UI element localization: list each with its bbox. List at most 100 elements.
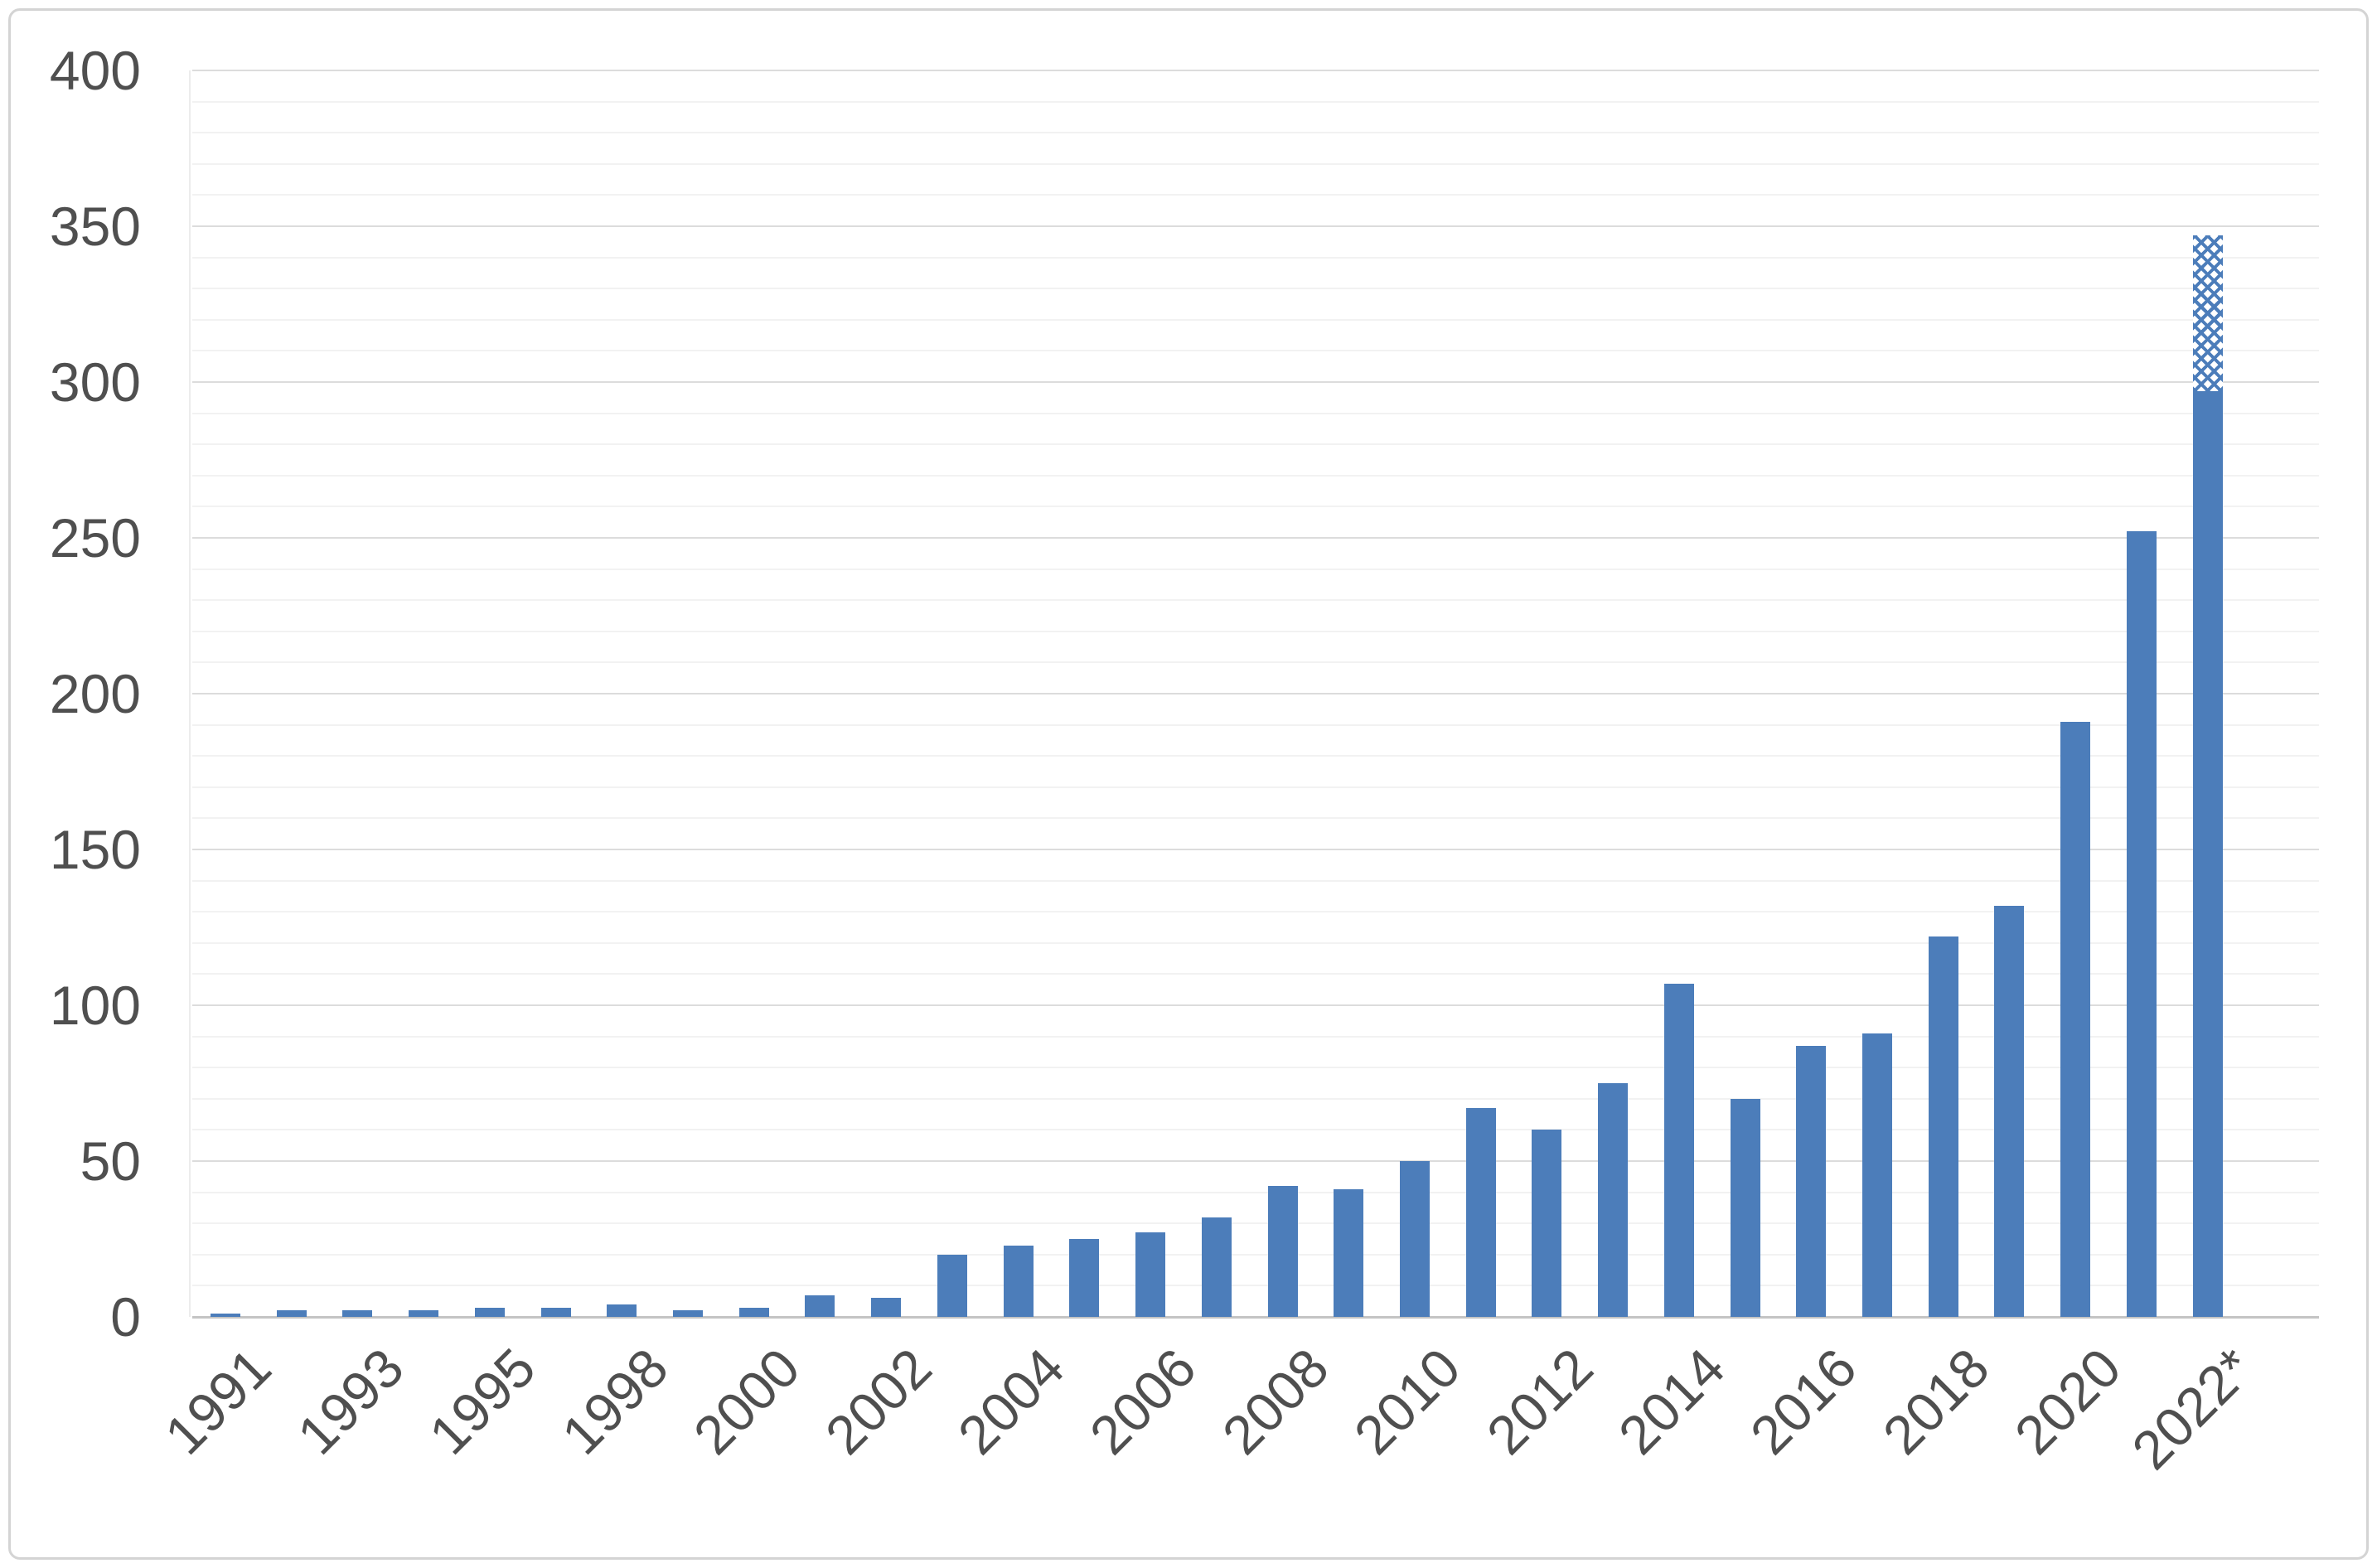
gridline-240: [192, 568, 2319, 570]
x-axis-tick-label-1993: 1993: [285, 1336, 415, 1466]
y-axis-line: [189, 70, 191, 1317]
gridline-130: [192, 911, 2319, 913]
bar-2000: [738, 1307, 769, 1317]
x-axis-tick-label-2016: 2016: [1739, 1336, 1869, 1466]
bar-2016: [1796, 1045, 1827, 1317]
gridline-220: [192, 630, 2319, 632]
bar-1994: [409, 1310, 439, 1317]
bar-2003: [937, 1254, 967, 1317]
bar-2008: [1267, 1186, 1298, 1317]
gridline-300: [192, 381, 2319, 383]
gridline-40: [192, 1191, 2319, 1193]
bar-2019: [1994, 905, 2025, 1317]
x-axis-tick-label-2022: 2022*: [2120, 1336, 2265, 1481]
bar-2002: [871, 1298, 902, 1317]
bar-2009: [1334, 1188, 1364, 1317]
gridline-390: [192, 100, 2319, 103]
x-axis-tick-label-1995: 1995: [417, 1336, 547, 1466]
x-axis-tick-label-2008: 2008: [1210, 1336, 1340, 1466]
gridline-290: [192, 412, 2319, 414]
x-axis-tick-label-1991: 1991: [152, 1336, 283, 1466]
bar-2020: [2060, 721, 2091, 1317]
gridline-260: [192, 506, 2319, 508]
gridline-200: [192, 693, 2319, 694]
gridline-120: [192, 941, 2319, 944]
y-axis-tick-label: 50: [80, 1130, 141, 1192]
x-axis-tick-label-2018: 2018: [1871, 1336, 2001, 1466]
gridline-340: [192, 256, 2319, 259]
x-axis-tick-label-2004: 2004: [946, 1336, 1076, 1466]
bar-2005: [1069, 1239, 1100, 1317]
gridline-150: [192, 849, 2319, 850]
x-axis-tick-label-2012: 2012: [1474, 1336, 1605, 1466]
x-axis-baseline: [192, 1316, 2319, 1319]
x-axis-tick-label-1998: 1998: [549, 1336, 680, 1466]
gridline-80: [192, 1067, 2319, 1069]
x-axis-tick-label-2014: 2014: [1606, 1336, 1736, 1466]
bar-2017: [1862, 1033, 1892, 1317]
bar-1995: [474, 1307, 505, 1317]
gridline-330: [192, 288, 2319, 290]
gridline-370: [192, 162, 2319, 165]
bar-1991: [211, 1314, 240, 1317]
gridline-360: [192, 194, 2319, 196]
gridline-70: [192, 1097, 2319, 1100]
gridline-20: [192, 1253, 2319, 1256]
gridline-380: [192, 132, 2319, 134]
gridline-320: [192, 318, 2319, 321]
bar-2015: [1730, 1098, 1760, 1317]
y-axis-tick-label: 250: [49, 507, 141, 569]
gridline-250: [192, 537, 2319, 539]
bar-2018: [1928, 936, 1958, 1317]
gridline-50: [192, 1160, 2319, 1162]
x-axis-tick-label-2020: 2020: [2002, 1336, 2133, 1466]
gridline-170: [192, 786, 2319, 788]
y-axis-tick-label: 100: [49, 975, 141, 1036]
bar-2006: [1135, 1232, 1166, 1317]
y-axis-tick-label: 300: [49, 351, 141, 413]
gridline-100: [192, 1004, 2319, 1006]
gridline-280: [192, 443, 2319, 446]
gridline-230: [192, 599, 2319, 602]
y-axis-tick-label: 200: [49, 663, 141, 724]
gridline-180: [192, 755, 2319, 757]
chart-frame-border: [8, 8, 2369, 1560]
bar-2001: [805, 1295, 835, 1317]
gridline-10: [192, 1285, 2319, 1287]
bar-2007: [1201, 1217, 1232, 1317]
x-axis-tick-label-2000: 2000: [681, 1336, 811, 1466]
bar-2021: [2126, 531, 2157, 1317]
bar-2022-estimate-hatched: [2192, 235, 2223, 392]
gridline-30: [192, 1222, 2319, 1225]
y-axis-tick-label: 400: [49, 40, 141, 101]
x-axis-tick-label-2010: 2010: [1342, 1336, 1472, 1466]
bar-2022*: [2192, 391, 2223, 1317]
x-axis-tick-label-2006: 2006: [1077, 1336, 1208, 1466]
bar-2014: [1663, 983, 1694, 1317]
gridline-90: [192, 1035, 2319, 1038]
gridline-400: [192, 70, 2319, 71]
bar-2012: [1532, 1130, 1562, 1317]
gridline-160: [192, 817, 2319, 820]
gridline-110: [192, 973, 2319, 975]
y-axis-tick-label: 150: [49, 819, 141, 880]
gridline-270: [192, 474, 2319, 477]
bar-2013: [1598, 1083, 1629, 1317]
bar-1993: [342, 1310, 373, 1317]
gridline-60: [192, 1129, 2319, 1131]
bar-2004: [1003, 1245, 1034, 1317]
bar-2011: [1465, 1108, 1496, 1317]
gridline-210: [192, 661, 2319, 664]
gridline-140: [192, 879, 2319, 882]
gridline-310: [192, 350, 2319, 352]
y-axis-tick-label: 350: [49, 196, 141, 257]
bar-2010: [1399, 1161, 1430, 1317]
x-axis-tick-label-2002: 2002: [813, 1336, 944, 1466]
y-axis-tick-label: 0: [110, 1286, 141, 1348]
bar-1992: [276, 1310, 307, 1317]
bar-1996: [540, 1307, 571, 1317]
bar-1999: [673, 1310, 704, 1317]
gridline-190: [192, 724, 2319, 726]
